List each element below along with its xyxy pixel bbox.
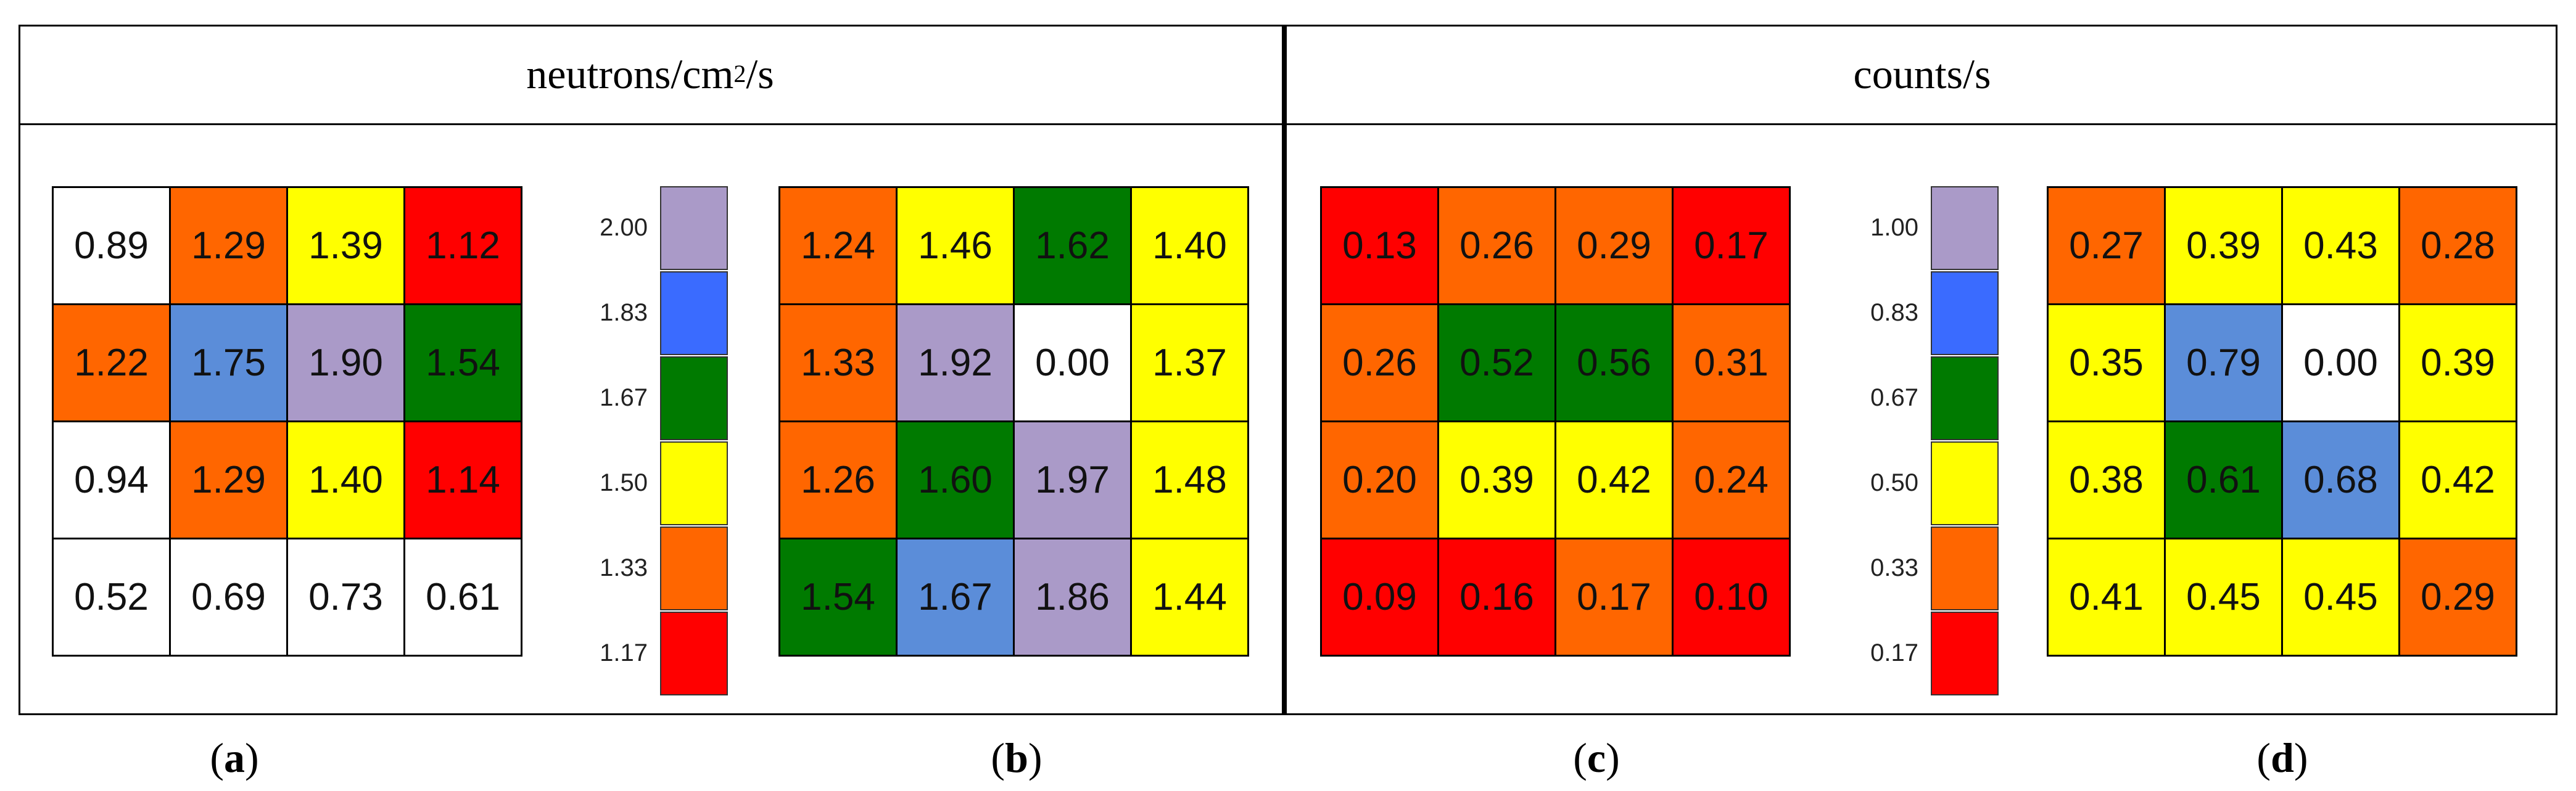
heatmap-d-cell-r4c2: 0.45 xyxy=(2164,538,2283,657)
header-left-pre: neutrons/cm xyxy=(526,50,734,97)
heatmap-d-cell-r1c4: 0.28 xyxy=(2398,186,2517,305)
header-left-post: /s xyxy=(746,50,774,97)
heatmap-d-cell-r4c4: 0.29 xyxy=(2398,538,2517,657)
heatmap-c-cell-r4c2: 0.16 xyxy=(1437,538,1556,657)
heatmap-b-cell-r1c4: 1.40 xyxy=(1130,186,1249,305)
heatmap-b-cell-r4c4: 1.44 xyxy=(1130,538,1249,657)
heatmap-a-cell-r3c2: 1.29 xyxy=(169,420,288,539)
heatmap-c-cell-r2c3: 0.56 xyxy=(1554,303,1674,422)
scale-0-tick-3: 1.67 xyxy=(600,384,648,411)
scale-1-tick-3: 0.67 xyxy=(1870,384,1918,411)
heatmap-b-cell-r1c2: 1.46 xyxy=(896,186,1015,305)
heatmap-b-cell-r3c2: 1.60 xyxy=(896,420,1015,539)
scale-1-tick-1: 1.00 xyxy=(1870,214,1918,241)
heatmap-b-cell-r4c3: 1.86 xyxy=(1013,538,1132,657)
header-divider xyxy=(19,123,2557,125)
scale-1-swatch-6 xyxy=(1931,612,1999,695)
heatmap-a-cell-r4c4: 0.61 xyxy=(403,538,522,657)
heatmap-d-cell-r4c3: 0.45 xyxy=(2281,538,2400,657)
figure-frame xyxy=(19,25,2557,715)
heatmap-a-cell-r1c3: 1.39 xyxy=(286,186,405,305)
heatmap-a-cell-r2c4: 1.54 xyxy=(403,303,522,422)
heatmap-c-cell-r3c2: 0.39 xyxy=(1437,420,1556,539)
heatmap-c-cell-r4c1: 0.09 xyxy=(1320,538,1439,657)
heatmap-b-cell-r3c3: 1.97 xyxy=(1013,420,1132,539)
caption-a: (a) xyxy=(210,734,259,781)
scale-0-swatch-5 xyxy=(660,527,728,610)
scale-1-tick-4: 0.50 xyxy=(1870,469,1918,496)
scale-0-swatch-6 xyxy=(660,612,728,695)
heatmap-c-cell-r2c4: 0.31 xyxy=(1672,303,1791,422)
scale-0-swatch-4 xyxy=(660,441,728,525)
heatmap-b-cell-r1c3: 1.62 xyxy=(1013,186,1132,305)
scale-0-swatch-3 xyxy=(660,356,728,440)
heatmap-b-cell-r4c2: 1.67 xyxy=(896,538,1015,657)
scale-1-swatch-4 xyxy=(1931,441,1999,525)
caption-d: (d) xyxy=(2256,734,2308,781)
caption-b: (b) xyxy=(991,734,1042,781)
heatmap-d-cell-r3c2: 0.61 xyxy=(2164,420,2283,539)
heatmap-c-cell-r3c3: 0.42 xyxy=(1554,420,1674,539)
heatmap-d-cell-r3c1: 0.38 xyxy=(2047,420,2166,539)
heatmap-c-cell-r1c4: 0.17 xyxy=(1672,186,1791,305)
heatmap-a-cell-r2c1: 1.22 xyxy=(52,303,171,422)
heatmap-d-cell-r4c1: 0.41 xyxy=(2047,538,2166,657)
heatmap-b-cell-r2c3: 0.00 xyxy=(1013,303,1132,422)
heatmap-b-cell-r2c2: 1.92 xyxy=(896,303,1015,422)
heatmap-d-cell-r3c4: 0.42 xyxy=(2398,420,2517,539)
heatmap-b-cell-r1c1: 1.24 xyxy=(778,186,898,305)
heatmap-c-cell-r1c3: 0.29 xyxy=(1554,186,1674,305)
heatmap-c-cell-r3c1: 0.20 xyxy=(1320,420,1439,539)
heatmap-d-cell-r1c3: 0.43 xyxy=(2281,186,2400,305)
heatmap-c-cell-r2c1: 0.26 xyxy=(1320,303,1439,422)
heatmap-a-cell-r3c1: 0.94 xyxy=(52,420,171,539)
heatmap-d-cell-r3c3: 0.68 xyxy=(2281,420,2400,539)
heatmap-a-cell-r2c2: 1.75 xyxy=(169,303,288,422)
scale-0-tick-5: 1.33 xyxy=(600,554,648,581)
heatmap-c-cell-r1c1: 0.13 xyxy=(1320,186,1439,305)
heatmap-b-cell-r3c1: 1.26 xyxy=(778,420,898,539)
heatmap-b-cell-r2c1: 1.33 xyxy=(778,303,898,422)
scale-1-swatch-1 xyxy=(1931,186,1999,270)
heatmap-d-cell-r1c2: 0.39 xyxy=(2164,186,2283,305)
scale-1-tick-2: 0.83 xyxy=(1870,299,1918,326)
panel-divider xyxy=(1282,25,1287,715)
heatmap-a-cell-r1c2: 1.29 xyxy=(169,186,288,305)
heatmap-a-cell-r3c4: 1.14 xyxy=(403,420,522,539)
scale-1-swatch-3 xyxy=(1931,356,1999,440)
heatmap-a-cell-r3c3: 1.40 xyxy=(286,420,405,539)
heatmap-c-cell-r2c2: 0.52 xyxy=(1437,303,1556,422)
heatmap-d-cell-r1c1: 0.27 xyxy=(2047,186,2166,305)
caption-c: (c) xyxy=(1573,734,1620,781)
header-right: counts/s xyxy=(1853,50,1991,97)
heatmap-d-cell-r2c2: 0.79 xyxy=(2164,303,2283,422)
heatmap-a-cell-r1c1: 0.89 xyxy=(52,186,171,305)
scale-0-swatch-1 xyxy=(660,186,728,270)
header-left: neutrons/cm 2/s xyxy=(526,50,774,97)
scale-0-tick-6: 1.17 xyxy=(600,639,648,666)
scale-1-tick-6: 0.17 xyxy=(1870,639,1918,666)
heatmap-c-cell-r4c3: 0.17 xyxy=(1554,538,1674,657)
heatmap-c-cell-r4c4: 0.10 xyxy=(1672,538,1791,657)
scale-1-swatch-5 xyxy=(1931,527,1999,610)
heatmap-a-cell-r4c2: 0.69 xyxy=(169,538,288,657)
scale-1-tick-5: 0.33 xyxy=(1870,554,1918,581)
heatmap-b-cell-r2c4: 1.37 xyxy=(1130,303,1249,422)
heatmap-a-cell-r4c3: 0.73 xyxy=(286,538,405,657)
heatmap-c-cell-r1c2: 0.26 xyxy=(1437,186,1556,305)
scale-0-tick-1: 2.00 xyxy=(600,214,648,241)
heatmap-d-cell-r2c4: 0.39 xyxy=(2398,303,2517,422)
heatmap-b-cell-r3c4: 1.48 xyxy=(1130,420,1249,539)
heatmap-d-cell-r2c3: 0.00 xyxy=(2281,303,2400,422)
scale-0-tick-2: 1.83 xyxy=(600,299,648,326)
heatmap-a-cell-r2c3: 1.90 xyxy=(286,303,405,422)
scale-0-tick-4: 1.50 xyxy=(600,469,648,496)
scale-1-swatch-2 xyxy=(1931,271,1999,355)
heatmap-d-cell-r2c1: 0.35 xyxy=(2047,303,2166,422)
heatmap-c-cell-r3c4: 0.24 xyxy=(1672,420,1791,539)
heatmap-a-cell-r4c1: 0.52 xyxy=(52,538,171,657)
heatmap-a-cell-r1c4: 1.12 xyxy=(403,186,522,305)
heatmap-b-cell-r4c1: 1.54 xyxy=(778,538,898,657)
scale-0-swatch-2 xyxy=(660,271,728,355)
